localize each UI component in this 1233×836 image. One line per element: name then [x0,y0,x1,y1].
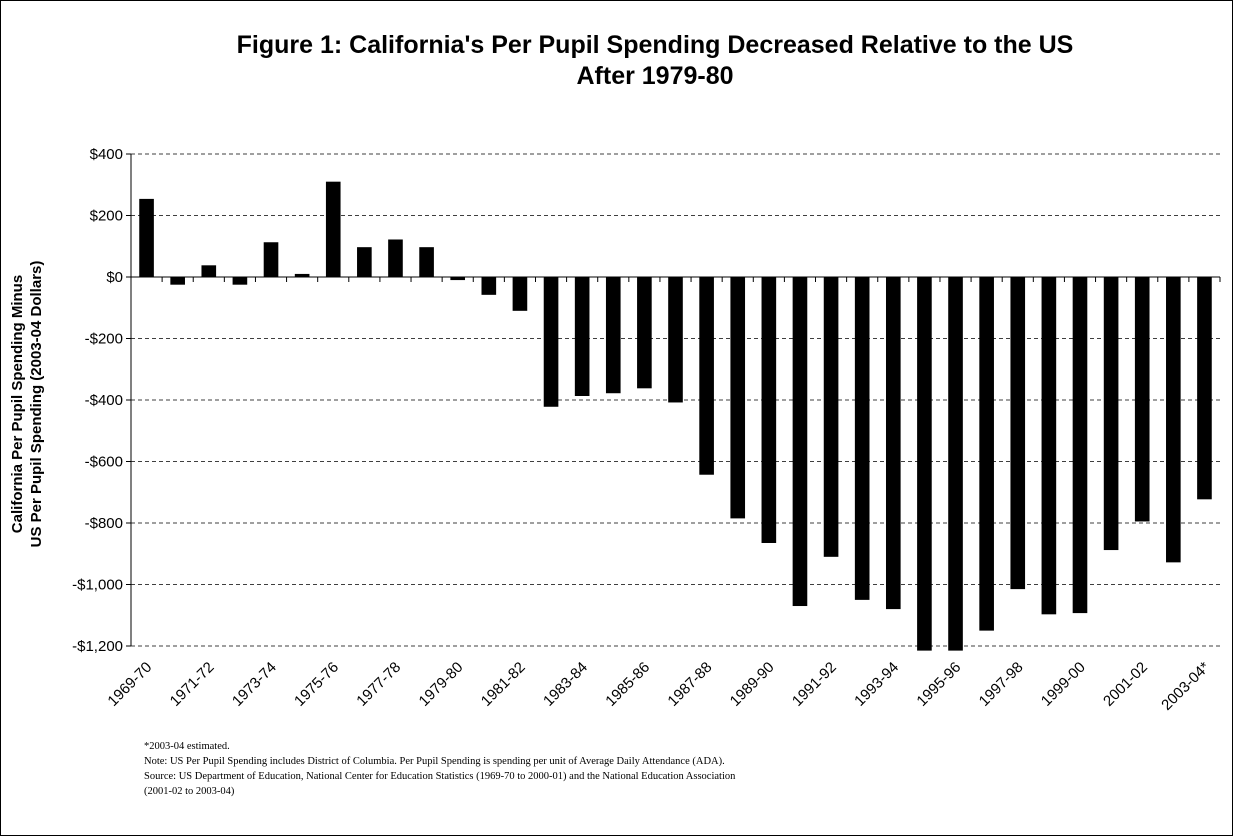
bar-1993-94 [885,277,901,610]
x-tick-label: 1987-88 [664,659,715,710]
x-tick-label: 1985-86 [602,659,653,710]
bar-1984-85 [605,277,621,394]
y-tick-label: $0 [106,269,123,286]
x-tick-label: 2003-04* [1158,659,1213,714]
bar-2001-02 [1134,277,1150,522]
bar-1973-74 [263,242,279,277]
y-tick-label: -$400 [85,392,123,409]
y-tick-label: $400 [90,146,123,163]
bar-1977-78 [388,239,403,277]
y-tick-label: -$600 [85,454,123,471]
bar-1999-00 [1072,277,1088,614]
bar-1969-70 [139,198,154,277]
x-tick-label: 1969-70 [104,659,155,710]
bar-1978-79 [419,247,434,277]
bar-1983-84 [574,277,590,397]
bar-1991-92 [823,277,839,557]
bar-1980-81 [481,277,497,295]
chart-title-line-2: After 1979-80 [576,62,734,90]
bar-1979-80 [450,277,466,281]
bar-1988-89 [730,277,746,519]
bar-1976-77 [357,247,372,277]
bar-2000-01 [1103,277,1119,551]
footnote-note: Note: US Per Pupil Spending includes Dis… [144,756,725,767]
x-tick-label: 2001-02 [1100,659,1151,710]
bar-1974-75 [294,273,310,277]
x-tick-label: 1979-80 [416,659,467,710]
footnote-estimated: *2003-04 estimated. [144,741,230,752]
bar-2002-03 [1166,277,1181,563]
bars [139,181,1212,651]
bar-1972-73 [232,277,248,285]
bar-1998-99 [1041,277,1057,615]
x-tick-label: 1977-78 [353,659,404,710]
x-tick-label: 1981-82 [478,659,529,710]
x-tick-label: 1995-96 [913,659,964,710]
footnotes: *2003-04 estimated. Note: US Per Pupil S… [144,739,1214,799]
x-tick-label: 1993-94 [851,659,902,710]
bar-1992-93 [854,277,870,600]
bar-1990-91 [792,277,808,607]
y-tick-label: -$800 [85,515,123,532]
bar-1970-71 [170,277,185,285]
chart-title: Figure 1: California's Per Pupil Spendin… [60,30,1233,92]
footnote-source-cont: (2001-02 to 2003-04) [144,786,235,797]
x-tick-label: 1975-76 [291,659,342,710]
y-tick-label: -$1,000 [72,577,123,594]
bar-1989-90 [761,277,777,543]
x-tick-label: 1973-74 [229,659,280,710]
bar-1986-87 [668,277,683,403]
x-tick-label: 1989-90 [727,659,778,710]
axes [126,153,1221,647]
x-tick-label: 1997-98 [976,659,1027,710]
bar-1996-97 [979,277,994,631]
bar-1985-86 [637,277,652,389]
x-tick-label: 1971-72 [167,659,218,710]
x-tick-label: 1991-92 [789,659,840,710]
y-tick-label: -$200 [85,331,123,348]
chart-title-line-1: Figure 1: California's Per Pupil Spendin… [236,31,1074,59]
bar-1981-82 [512,277,528,311]
bar-2003-04* [1197,277,1212,500]
x-tick-label: 1999-00 [1038,659,1089,710]
bar-1975-76 [325,181,341,277]
footnote-source: Source: US Department of Education, Nati… [144,771,736,782]
bar-1994-95 [917,277,932,651]
bar-1997-98 [1010,277,1026,590]
bar-1982-83 [543,277,559,407]
y-tick-label: $200 [90,208,123,225]
bar-1987-88 [699,277,714,475]
bar-1995-96 [948,277,963,651]
y-tick-label: -$1,200 [72,638,123,655]
x-tick-label: 1983-84 [540,659,591,710]
bar-1971-72 [201,265,217,277]
